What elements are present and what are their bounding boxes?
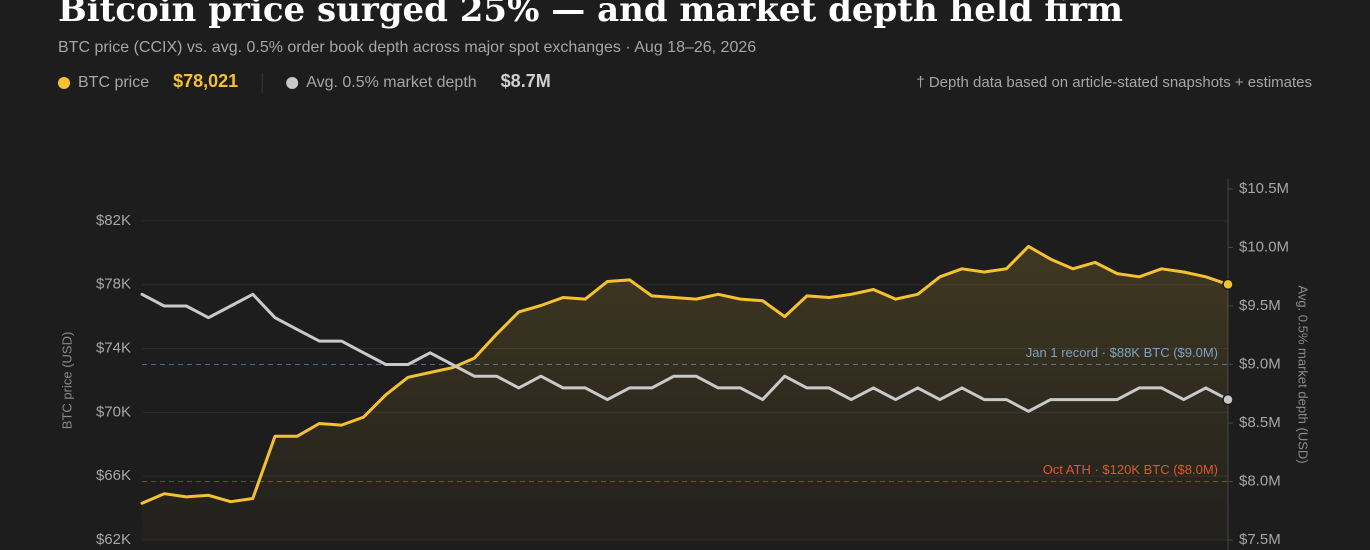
legend-label: BTC price xyxy=(78,74,149,91)
y2-axis-label: Avg. 0.5% market depth (USD) xyxy=(1296,285,1311,463)
chart-subtitle: BTC price (CCIX) vs. avg. 0.5% order boo… xyxy=(58,39,756,56)
legend-swatch xyxy=(286,77,299,89)
line xyxy=(140,292,1230,413)
y2-tick-label: $10.5M xyxy=(1239,180,1289,197)
y2-tick-label: $9.0M xyxy=(1239,355,1281,372)
y2-tick-label: $8.5M xyxy=(1239,414,1281,431)
y-tick-label: $62K xyxy=(96,531,131,548)
legend-label: Avg. 0.5% market depth xyxy=(306,74,476,91)
legend-value: $78,021 xyxy=(173,71,238,91)
y2-tick-label: $9.5M xyxy=(1239,297,1281,314)
y-axis-label: BTC price (USD) xyxy=(59,332,74,430)
chart-title: Bitcoin price surged 25% — and market de… xyxy=(58,0,1123,30)
y-tick-label: $82K xyxy=(96,212,131,229)
y-tick-label: $70K xyxy=(96,403,131,420)
y2-tick-label: $8.0M xyxy=(1239,472,1281,489)
legend: BTC price $78,021 Avg. 0.5% market depth $8… xyxy=(58,71,551,93)
y-tick-label: $74K xyxy=(96,340,131,357)
y2-tick-label: $10.0M xyxy=(1239,238,1289,255)
area xyxy=(142,246,1228,540)
y-tick-label: $78K xyxy=(96,276,131,293)
legend-swatch xyxy=(58,77,70,89)
legend-value: $8.7M xyxy=(501,71,551,91)
end-point xyxy=(1222,393,1234,406)
y2-tick-label: $7.5M xyxy=(1239,531,1281,548)
end-point xyxy=(1222,278,1234,291)
line xyxy=(140,244,1230,505)
note: † Depth data based on article-stated sna… xyxy=(916,74,1312,91)
y-tick-label: $66K xyxy=(96,467,131,484)
